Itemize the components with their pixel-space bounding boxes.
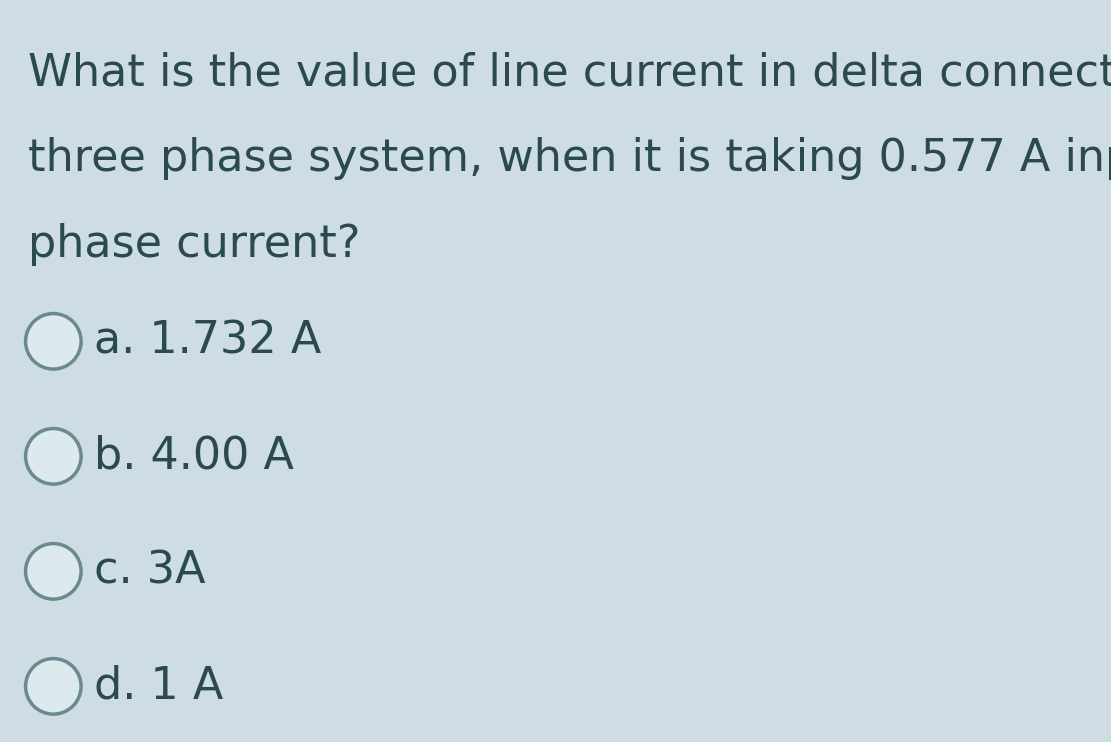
Text: c. 3A: c. 3A [94, 550, 206, 593]
Ellipse shape [26, 314, 81, 369]
Text: a. 1.732 A: a. 1.732 A [94, 320, 322, 363]
Ellipse shape [26, 429, 81, 484]
Text: b. 4.00 A: b. 4.00 A [94, 435, 294, 478]
Text: three phase system, when it is taking 0.577 A input: three phase system, when it is taking 0.… [28, 137, 1111, 180]
Text: phase current?: phase current? [28, 223, 360, 266]
Text: d. 1 A: d. 1 A [94, 665, 223, 708]
Text: What is the value of line current in delta connected: What is the value of line current in del… [28, 52, 1111, 95]
Ellipse shape [26, 544, 81, 599]
Ellipse shape [26, 659, 81, 714]
